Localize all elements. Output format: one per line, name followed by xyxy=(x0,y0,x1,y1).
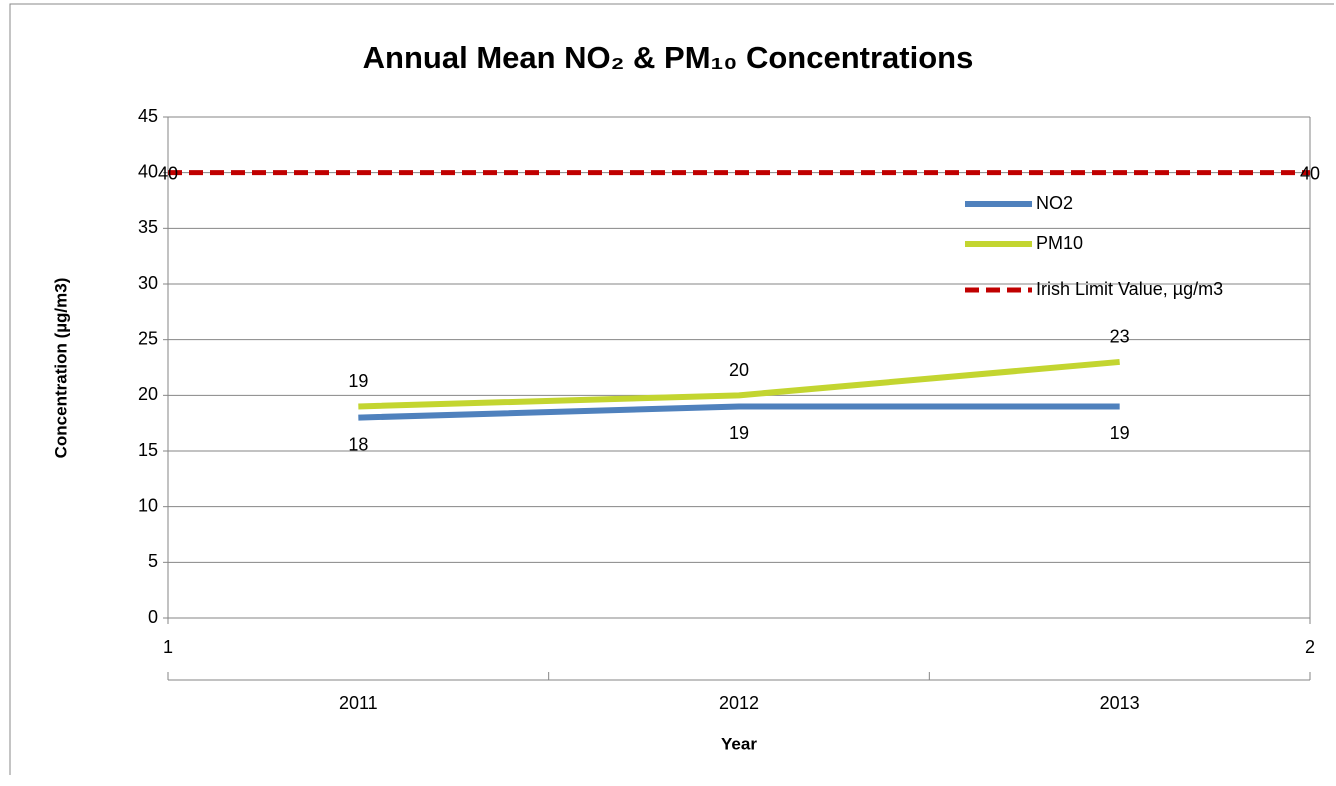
x-tick-label: 2012 xyxy=(719,693,759,713)
legend-label: NO2 xyxy=(1036,193,1073,213)
y-tick-label: 20 xyxy=(138,384,158,404)
chart-frame xyxy=(9,3,1334,775)
legend-label: Irish Limit Value, µg/m3 xyxy=(1036,279,1223,299)
data-label: 19 xyxy=(729,423,749,443)
y-tick-label: 5 xyxy=(148,551,158,571)
data-label: 20 xyxy=(729,360,749,380)
y-tick-label: 35 xyxy=(138,217,158,237)
y-tick-label: 25 xyxy=(138,328,158,348)
y-tick-label: 15 xyxy=(138,440,158,460)
y-tick-label: 40 xyxy=(138,161,158,181)
data-label: 40 xyxy=(1300,163,1320,183)
y-axis-title: Concentration (µg/m3) xyxy=(51,278,70,459)
series-line xyxy=(358,403,1120,421)
y-tick-label: 45 xyxy=(138,106,158,126)
x-tick-label: 2013 xyxy=(1100,693,1140,713)
x2-tick-label: 2 xyxy=(1305,637,1315,657)
data-label: 19 xyxy=(1110,423,1130,443)
x-axis-title: Year xyxy=(721,734,757,753)
x-tick-label: 2011 xyxy=(339,693,378,713)
data-label: 19 xyxy=(348,371,368,391)
y-tick-label: 30 xyxy=(138,273,158,293)
data-label: 23 xyxy=(1110,327,1130,347)
data-label: 40 xyxy=(158,163,178,183)
y-tick-label: 0 xyxy=(148,607,158,627)
chart-title: Annual Mean NO₂ & PM₁₀ Concentrations xyxy=(363,40,974,75)
legend-label: PM10 xyxy=(1036,233,1083,253)
series-line xyxy=(358,358,1120,410)
x2-tick-label: 1 xyxy=(163,637,173,657)
data-label: 18 xyxy=(348,434,368,454)
y-tick-label: 10 xyxy=(138,495,158,515)
